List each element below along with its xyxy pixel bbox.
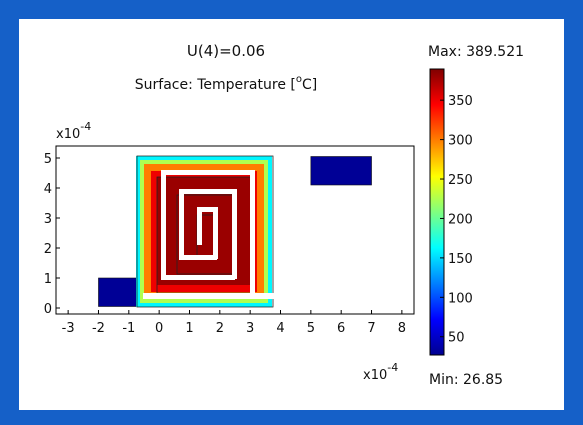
y-tick-label: 1 — [44, 272, 52, 287]
spiral-gap-10 — [213, 207, 218, 259]
spiral-gap-4 — [161, 170, 166, 280]
y-exponent: x10-4 — [56, 120, 91, 142]
temperature-surface-plot: U(4)=0.06 Surface: Temperature [oC] x10-… — [44, 42, 524, 388]
colorbar-tick-label: 350 — [448, 94, 473, 109]
x-exponent: x10-4 — [363, 361, 398, 383]
colorbar-tick-label: 150 — [448, 252, 473, 267]
x-tick-label: 6 — [337, 321, 345, 336]
subtitle-unit: C] — [302, 77, 317, 93]
y-axis: 0 1 2 3 4 5 — [44, 152, 60, 317]
spiral-outline-1 — [136, 155, 274, 308]
x-exponent-base: x10 — [363, 368, 387, 383]
x-tick-label: 3 — [246, 321, 254, 336]
spiral-gap-5 — [161, 275, 235, 280]
spiral-gap-2 — [250, 170, 255, 294]
x-tick-label: -1 — [122, 321, 135, 336]
x-tick-label: 4 — [276, 321, 284, 336]
chart-title: U(4)=0.06 — [187, 42, 265, 60]
spiral-gap-9 — [179, 255, 217, 260]
x-tick-label: -3 — [62, 321, 75, 336]
colorbar-max-label: Max: 389.521 — [428, 44, 524, 60]
spiral-gap-6 — [232, 189, 237, 279]
x-tick-label: 7 — [367, 321, 375, 336]
x-tick-label: -2 — [92, 321, 105, 336]
spiral-gap-11 — [197, 207, 217, 212]
spiral-gap-8 — [179, 189, 184, 259]
subtitle-degree-sup: o — [296, 74, 302, 85]
y-tick-label: 3 — [44, 212, 52, 227]
y-exponent-base: x10 — [56, 127, 80, 142]
spiral-gap-3 — [161, 170, 254, 175]
colorbar-min-label: Min: 26.85 — [429, 372, 503, 388]
x-tick-label: 5 — [307, 321, 315, 336]
spiral-gap-12 — [197, 207, 202, 245]
spiral-gap-7 — [179, 189, 237, 194]
colorbar-tick-label: 100 — [448, 291, 473, 306]
x-tick-label: 2 — [216, 321, 224, 336]
x-tick-label: 1 — [185, 321, 193, 336]
spiral-gap-1 — [143, 293, 275, 299]
chart-subtitle: Surface: Temperature [oC] — [135, 74, 317, 93]
x-exponent-power: -4 — [387, 361, 398, 374]
y-tick-label: 0 — [44, 302, 52, 317]
heater-spiral — [136, 155, 275, 308]
plot-area — [55, 145, 415, 315]
colorbar-tick-label: 200 — [448, 212, 473, 227]
colorbar-tick-label: 250 — [448, 173, 473, 188]
y-tick-label: 4 — [44, 182, 52, 197]
colorbar — [429, 68, 445, 356]
colorbar-ticks: 350 300 250 200 150 100 50 — [440, 94, 473, 346]
plot-panel: U(4)=0.06 Surface: Temperature [oC] x10-… — [19, 19, 564, 410]
x-axis: -3 -2 -1 0 1 2 3 4 5 6 7 8 — [62, 310, 406, 336]
right-contact — [310, 156, 372, 186]
colorbar-tick-label: 300 — [448, 134, 473, 149]
colorbar-tick-label: 50 — [448, 331, 465, 346]
y-tick-label: 2 — [44, 242, 52, 257]
y-exponent-power: -4 — [80, 120, 91, 133]
subtitle-text: Surface: Temperature [ — [135, 77, 296, 93]
x-tick-label: 0 — [155, 321, 163, 336]
x-tick-label: 8 — [398, 321, 406, 336]
y-tick-label: 5 — [44, 152, 52, 167]
